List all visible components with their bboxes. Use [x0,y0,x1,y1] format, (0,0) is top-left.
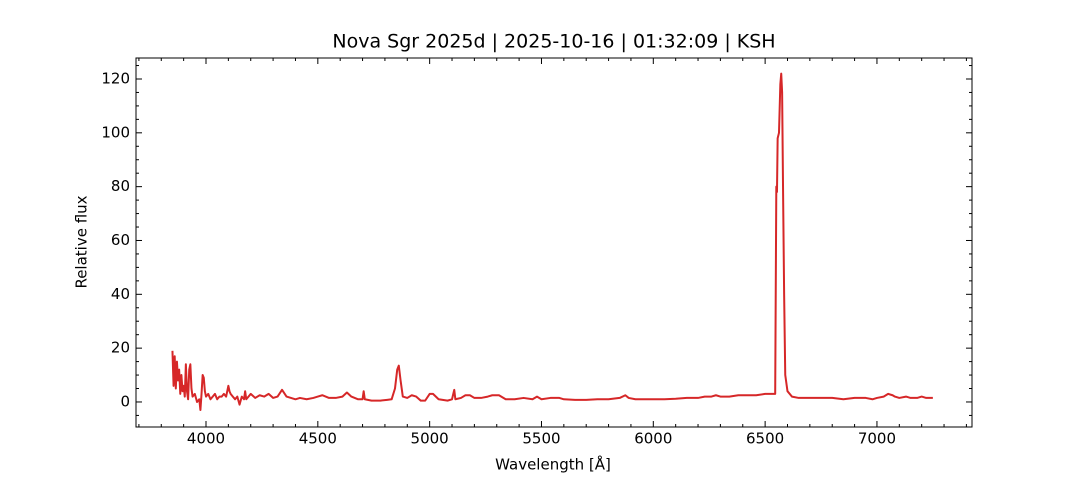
y-tick-label: 20 [111,339,130,357]
x-tick-label: 6000 [634,430,672,448]
y-tick-label: 100 [101,123,130,141]
y-tick-label: 60 [111,231,130,249]
y-tick-label: 120 [101,69,130,87]
x-tick-label: 4500 [299,430,337,448]
y-tick-label: 80 [111,177,130,195]
plot-frame [135,57,973,428]
x-tick-label: 5000 [411,430,449,448]
x-tick-label: 4000 [187,430,225,448]
x-axis-label: Wavelength [Å] [495,455,611,474]
spectrum-line [171,72,933,412]
chart-title: Nova Sgr 2025d | 2025-10-16 | 01:32:09 |… [332,31,775,53]
x-tick-label: 7000 [858,430,896,448]
y-tick-label: 0 [120,392,130,410]
x-tick-label: 6500 [746,430,784,448]
y-axis-label: Relative flux [73,195,91,288]
x-tick-label: 5500 [522,430,560,448]
y-tick-label: 40 [111,285,130,303]
